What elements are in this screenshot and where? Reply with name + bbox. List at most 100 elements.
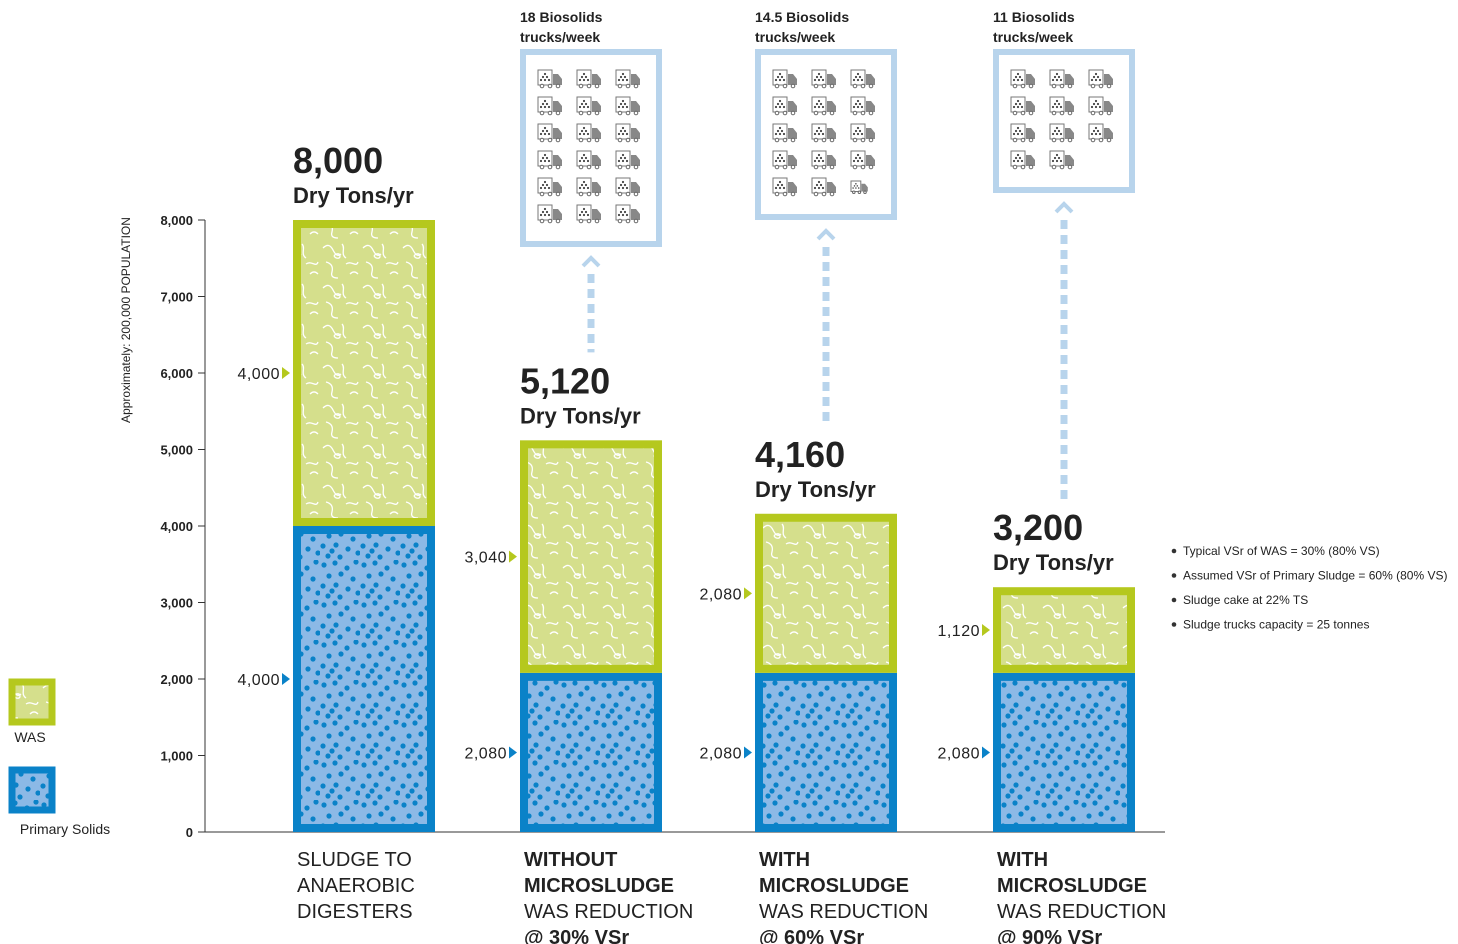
category-label: ANAEROBIC — [297, 875, 415, 897]
truck-load — [579, 187, 581, 189]
truck-wheel — [1068, 111, 1072, 115]
bar-segment — [997, 677, 1131, 828]
truck-load — [583, 154, 585, 156]
truck-wheel — [1107, 138, 1111, 142]
truck-wheel — [587, 138, 591, 142]
truck-wheel — [822, 192, 826, 196]
truck-load — [1095, 133, 1097, 135]
note-bullet — [1172, 622, 1177, 627]
truck-load — [779, 106, 781, 108]
truck-load — [583, 73, 585, 75]
truck-wheel — [595, 111, 599, 115]
truck-load — [546, 184, 548, 186]
truck-load — [814, 160, 816, 162]
truck-wheel — [548, 165, 552, 169]
truck-wheel — [1068, 165, 1072, 169]
total-label: 3,200 — [993, 507, 1083, 548]
truck-load — [859, 103, 861, 105]
truck-wheel — [791, 165, 795, 169]
truck-load — [624, 76, 626, 78]
truck-load — [548, 133, 550, 135]
truck-load — [546, 211, 548, 213]
truck-box — [1050, 151, 1064, 166]
truck-load — [585, 130, 587, 132]
truck-load — [618, 79, 620, 81]
truck-wheel — [1021, 84, 1025, 88]
truck-wheel — [634, 165, 638, 169]
bar-segment — [524, 444, 658, 669]
truck-box — [812, 178, 826, 193]
bar-segment — [759, 518, 893, 669]
truck-wheel — [540, 84, 544, 88]
note-bullet — [1172, 549, 1177, 554]
truck-load — [822, 79, 824, 81]
truck-load — [853, 106, 855, 108]
truck-wheel — [830, 111, 834, 115]
truck-load — [618, 106, 620, 108]
truck-wheel — [1068, 138, 1072, 142]
truck-title: trucks/week — [755, 29, 835, 45]
bar-segment — [759, 677, 893, 828]
truck-load — [1017, 73, 1019, 75]
truck-wheel — [579, 165, 583, 169]
truck-load — [822, 106, 824, 108]
truck-wheel — [822, 84, 826, 88]
truck-load — [857, 79, 859, 81]
truck-wheel — [1060, 165, 1064, 169]
category-label: WITH — [759, 849, 810, 871]
truck-box — [812, 151, 826, 166]
truck-load — [818, 160, 820, 162]
truck-load — [1013, 133, 1015, 135]
truck-load — [542, 211, 544, 213]
truck-load — [818, 73, 820, 75]
truck-wheel — [587, 219, 591, 223]
truck-load — [581, 211, 583, 213]
truck-wheel — [1099, 138, 1103, 142]
y-tick-label: 5,000 — [160, 443, 193, 458]
truck-box — [773, 178, 787, 193]
truck-load — [1021, 160, 1023, 162]
truck-load — [1093, 76, 1095, 78]
note: Typical VSr of WAS = 30% (80% VS) — [1183, 544, 1380, 558]
truck-load — [777, 157, 779, 159]
truck-load — [581, 103, 583, 105]
truck-load — [1099, 133, 1101, 135]
truck-load — [626, 187, 628, 189]
label-pointer — [982, 624, 990, 636]
truck-load — [583, 187, 585, 189]
truck-load — [618, 160, 620, 162]
truck-wheel — [1091, 84, 1095, 88]
truck-load — [581, 157, 583, 159]
truck-load — [540, 133, 542, 135]
note: Assumed VSr of Primary Sludge = 60% (80%… — [1183, 569, 1447, 583]
truck-load — [816, 130, 818, 132]
truck-wheel — [861, 111, 865, 115]
truck-wheel — [1021, 165, 1025, 169]
truck-wheel — [869, 165, 873, 169]
total-unit: Dry Tons/yr — [755, 477, 876, 502]
truck-wheel — [830, 192, 834, 196]
truck-load — [1019, 76, 1021, 78]
truck-load — [579, 106, 581, 108]
truck-load — [546, 103, 548, 105]
truck-load — [857, 106, 859, 108]
total-label: 5,120 — [520, 360, 610, 401]
truck-load — [857, 127, 859, 129]
truck-load — [626, 160, 628, 162]
truck-load — [626, 133, 628, 135]
truck-load — [1015, 130, 1017, 132]
truck-wheel — [556, 84, 560, 88]
truck-load — [624, 157, 626, 159]
truck-load — [1097, 130, 1099, 132]
truck-load — [622, 79, 624, 81]
truck-load — [1017, 160, 1019, 162]
truck-load — [1013, 160, 1015, 162]
truck-wheel — [1029, 138, 1033, 142]
truck-load — [779, 160, 781, 162]
truck-load — [783, 133, 785, 135]
truck-wheel — [814, 165, 818, 169]
truck-wheel — [618, 111, 622, 115]
truck-load — [814, 79, 816, 81]
truck-box — [812, 97, 826, 112]
truck-load — [1017, 127, 1019, 129]
